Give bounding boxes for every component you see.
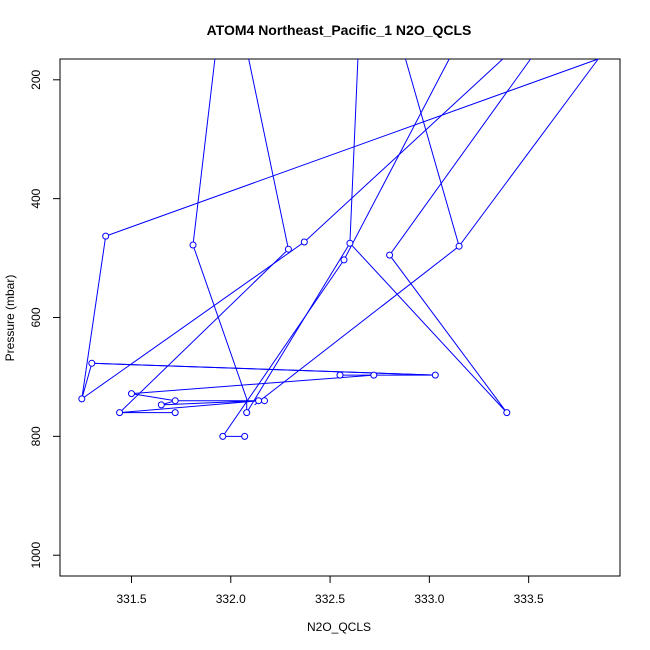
- data-point: [243, 409, 251, 417]
- data-point: [219, 432, 227, 440]
- series-line-segment: [254, 245, 460, 406]
- data-point: [171, 409, 179, 417]
- chart-title: ATOM4 Northeast_Pacific_1 N2O_QCLS: [207, 22, 472, 38]
- data-point: [171, 397, 179, 405]
- data-point: [386, 251, 394, 259]
- series-line-segment: [81, 58, 599, 400]
- x-tick-label: 332.5: [315, 592, 345, 606]
- data-point: [116, 409, 124, 417]
- x-tick-label: 331.5: [116, 592, 146, 606]
- data-point: [261, 397, 268, 405]
- data-point: [503, 409, 511, 417]
- y-tick-label: 1000: [29, 542, 43, 569]
- series-line-segment: [119, 58, 289, 413]
- y-axis-label: Pressure (mbar): [3, 275, 17, 362]
- data-point: [157, 401, 165, 409]
- data-point: [455, 242, 463, 250]
- data-point: [189, 241, 197, 249]
- y-tick-label: 800: [29, 426, 43, 446]
- series-line-segment: [91, 362, 436, 376]
- data-point: [340, 256, 348, 264]
- x-axis: 331.5 332.0 332.5 333.0 333.5: [116, 576, 544, 606]
- data-point: [241, 432, 249, 440]
- series-line-segment: [349, 58, 532, 413]
- data-point: [431, 371, 439, 379]
- series-line-segment: [81, 58, 504, 400]
- x-tick-label: 333.5: [514, 592, 544, 606]
- series-lines: [81, 58, 599, 437]
- y-tick-label: 200: [29, 69, 43, 89]
- y-axis: 200 400 600 800 1000: [29, 69, 60, 569]
- series-line-segment: [192, 58, 359, 415]
- x-tick-label: 332.0: [216, 592, 246, 606]
- x-tick-label: 333.0: [414, 592, 444, 606]
- data-point: [370, 371, 378, 379]
- data-point: [255, 397, 263, 405]
- x-axis-label: N2O_QCLS: [307, 620, 371, 634]
- y-tick-label: 600: [29, 307, 43, 327]
- y-tick-label: 400: [29, 188, 43, 208]
- data-point: [346, 239, 354, 247]
- plot-frame: [59, 58, 621, 577]
- series-markers: [78, 232, 511, 440]
- data-point: [284, 245, 292, 253]
- data-point: [336, 371, 344, 379]
- data-point: [78, 395, 86, 403]
- series-line-segment: [221, 58, 450, 437]
- data-point: [102, 232, 110, 240]
- data-point: [88, 359, 96, 367]
- data-point: [128, 390, 135, 398]
- data-point: [300, 238, 308, 246]
